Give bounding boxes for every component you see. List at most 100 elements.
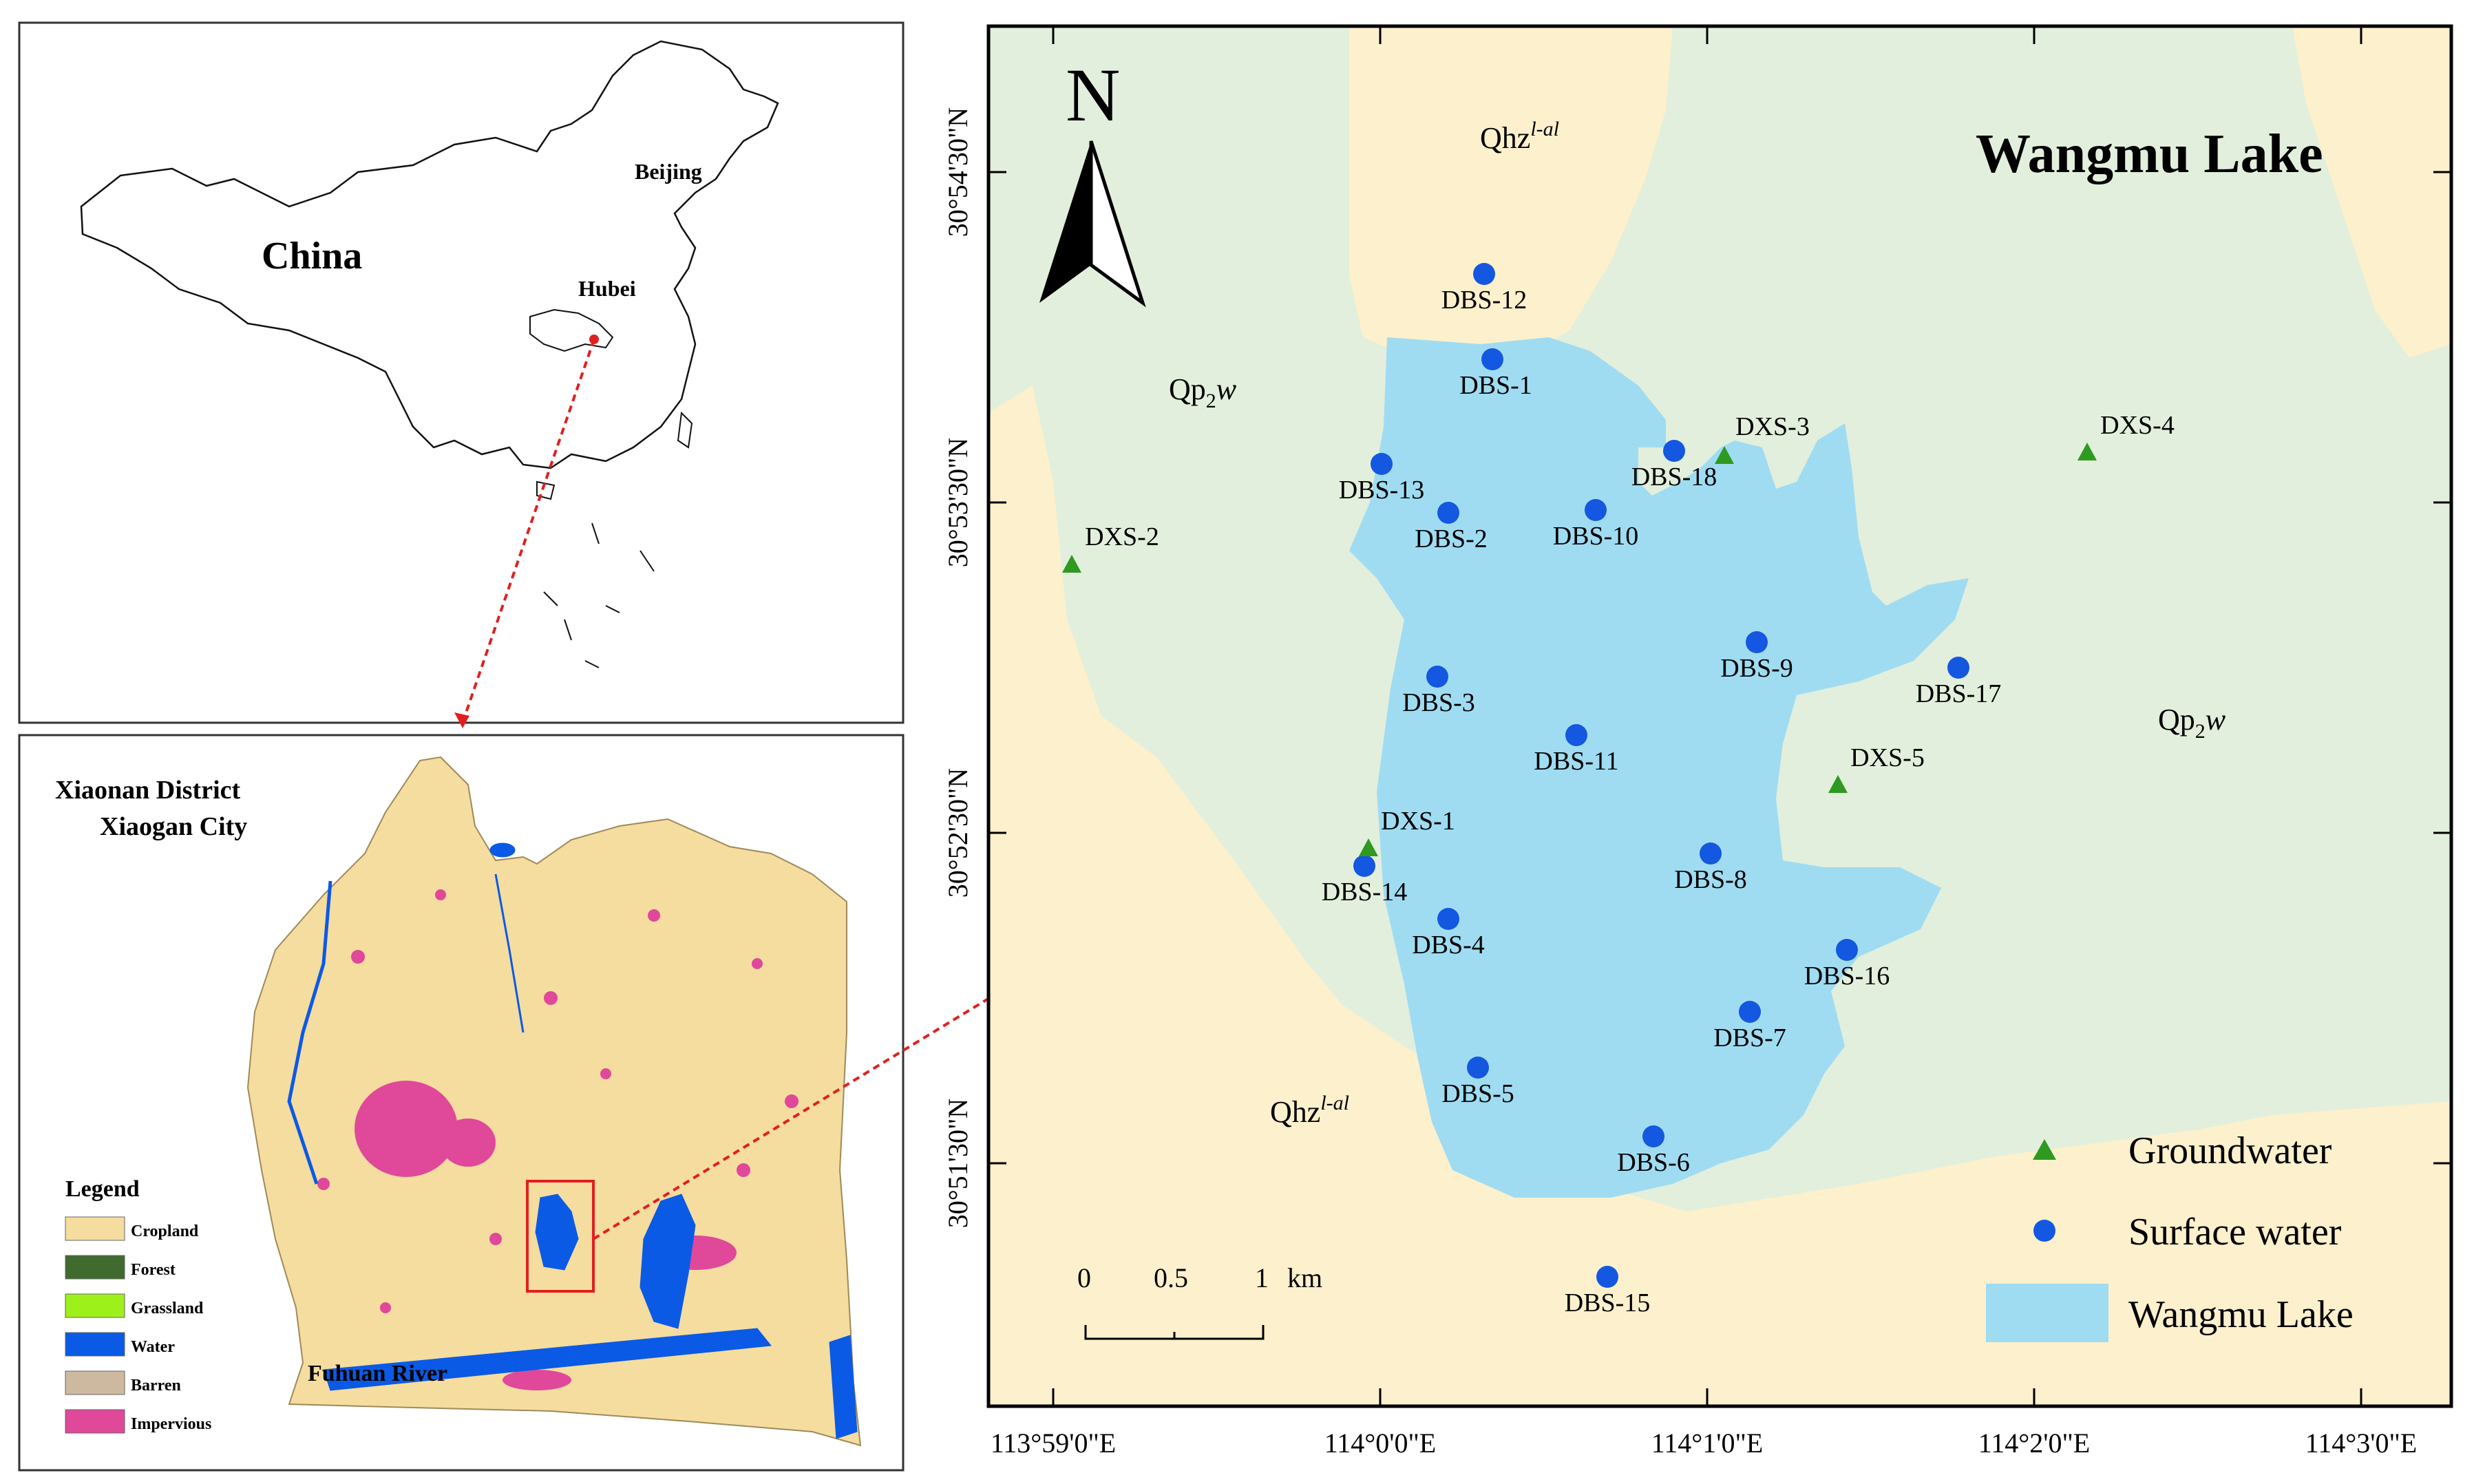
map-title: Wangmu Lake <box>1976 124 2323 184</box>
lon-tick-label: 113°59'0"E <box>991 1428 1116 1459</box>
surface-site-label: DBS-13 <box>1339 476 1425 505</box>
lat-tick-label: 30°51'30"N <box>942 1099 973 1228</box>
surface-site-dbs-7 <box>1739 1001 1761 1023</box>
surface-site-label: DBS-12 <box>1441 286 1527 315</box>
surface-site-dbs-1 <box>1481 348 1503 370</box>
surface-site-dbs-11 <box>1565 724 1587 746</box>
north-arrow-label: N <box>1066 53 1120 137</box>
scale-label-0: 0 <box>1077 1262 1091 1293</box>
surface-site-label: DBS-15 <box>1565 1289 1651 1317</box>
legend-label-grassland: Grassland <box>131 1300 204 1317</box>
legend-swatch-forest <box>65 1255 125 1280</box>
china-label: China <box>262 235 362 277</box>
ground-site-label: DXS-1 <box>1381 807 1455 836</box>
lon-tick-label: 114°2'0"E <box>1978 1428 2090 1459</box>
china-outline <box>80 40 779 469</box>
lon-tick-label: 114°1'0"E <box>1651 1428 1763 1459</box>
surface-site-label: DBS-6 <box>1617 1148 1690 1177</box>
surface-site-label: DBS-8 <box>1674 865 1747 894</box>
taiwan-outline <box>677 411 693 449</box>
qhz-bottom-label: Qhzl-al <box>1270 1092 1349 1129</box>
legend-title: Legend <box>65 1176 140 1202</box>
surface-site-dbs-4 <box>1437 908 1459 930</box>
legend-surface-water-label: Surface water <box>2128 1211 2342 1253</box>
lon-tick-label: 114°0'0"E <box>1324 1428 1436 1459</box>
district-title-line2: Xiaogan City <box>100 812 247 841</box>
legend-swatch-water <box>65 1332 125 1357</box>
legend-lake-label: Wangmu Lake <box>2128 1293 2354 1336</box>
surface-site-dbs-13 <box>1371 453 1393 475</box>
fuhuan-river-label: Fuhuan River <box>308 1361 447 1386</box>
legend-label-impervious: Impervious <box>131 1415 211 1433</box>
ground-site-label: DXS-3 <box>1735 412 1810 441</box>
legend-swatch-barren <box>65 1370 125 1395</box>
geo-unit-labels: Qhzl-al Qhzl-al Qp2w Qp2w <box>1169 118 2226 1129</box>
north-arrow-right-half <box>1089 140 1146 308</box>
surface-site-dbs-3 <box>1426 666 1448 688</box>
surface-site-dbs-18 <box>1663 440 1685 462</box>
surface-site-dbs-12 <box>1473 263 1495 285</box>
main-legend: Groundwater Surface water Wangmu Lake <box>1986 1130 2354 1342</box>
legend-groundwater-symbol <box>2033 1139 2056 1160</box>
surface-site-label: DBS-14 <box>1322 878 1408 907</box>
main-map-panel: 30°54'30"N 30°53'30"N 30°52'30"N 30°51'30"N… <box>942 24 2453 1459</box>
district-title-line1: Xiaonan District <box>55 776 241 805</box>
surface-site-label: DBS-1 <box>1459 371 1532 400</box>
surface-site-dbs-8 <box>1700 842 1722 865</box>
surface-site-label: DBS-9 <box>1720 654 1793 683</box>
surface-site-dbs-5 <box>1467 1057 1489 1079</box>
hubei-label: Hubei <box>578 276 636 301</box>
qhz-right-top-area <box>2292 26 2451 358</box>
ground-site-label: DXS-2 <box>1085 522 1159 551</box>
qp2w-left-label: Qp2w <box>1169 372 1237 412</box>
lat-tick-label: 30°53'30"N <box>942 438 973 567</box>
qhz-top-label: Qhzl-al <box>1480 118 1559 155</box>
surface-site-label: DBS-10 <box>1553 522 1639 551</box>
ground-site-dxs-4 <box>2077 443 2097 460</box>
surface-site-label: DBS-3 <box>1402 688 1475 717</box>
scale-unit: km <box>1287 1262 1322 1293</box>
ground-site-dxs-5 <box>1828 775 1848 793</box>
legend-swatch-impervious <box>65 1409 125 1434</box>
surface-site-label: DBS-4 <box>1412 931 1485 960</box>
south-sea-islands <box>543 522 655 668</box>
arrowhead-china <box>454 712 469 728</box>
surface-site-label: DBS-7 <box>1713 1024 1786 1052</box>
wangmu-lake <box>1349 337 1969 1198</box>
china-inset-panel: China Beijing Hubei <box>18 21 905 724</box>
north-arrow: N <box>1039 53 1146 308</box>
ground-site-label: DXS-5 <box>1850 743 1925 772</box>
legend-swatch-grassland <box>65 1293 125 1318</box>
ground-site-dxs-3 <box>1715 446 1734 464</box>
surface-site-dbs-15 <box>1596 1266 1618 1288</box>
water-bodies <box>287 842 858 1439</box>
qhz-left-strip <box>988 385 1342 1005</box>
scale-label-1: 1 <box>1255 1262 1269 1293</box>
surface-site-label: DBS-5 <box>1441 1079 1514 1108</box>
ground-site-label: DXS-4 <box>2100 411 2175 440</box>
scale-label-half: 0.5 <box>1154 1262 1188 1293</box>
surface-site-label: DBS-2 <box>1415 524 1488 553</box>
legend-label-cropland: Cropland <box>131 1222 199 1240</box>
district-legend: Legend Cropland Forest Grassland Water Barre… <box>65 1176 211 1434</box>
legend-label-forest: Forest <box>131 1261 176 1279</box>
surface-site-dbs-2 <box>1437 502 1459 524</box>
surface-site-label: DBS-18 <box>1631 463 1717 491</box>
beijing-label: Beijing <box>635 159 702 184</box>
surface-site-dbs-6 <box>1642 1125 1664 1147</box>
district-inset-panel: Xiaonan District Xiaogan City Fuhuan Riv… <box>18 734 905 1472</box>
surface-site-dbs-10 <box>1585 499 1607 521</box>
surface-site-dbs-9 <box>1746 631 1768 653</box>
surface-site-dbs-16 <box>1836 939 1858 961</box>
qp2w-right-label: Qp2w <box>2158 703 2226 743</box>
ground-site-dxs-1 <box>1359 838 1378 856</box>
legend-label-water: Water <box>131 1338 175 1356</box>
surface-site-label: DBS-11 <box>1534 747 1618 776</box>
connector-arrows <box>461 339 1347 1240</box>
surface-site-dbs-17 <box>1947 657 1969 679</box>
scale-bar: 0 0.5 1 km <box>1077 1262 1322 1340</box>
lat-tick-label: 30°52'30"N <box>942 768 973 898</box>
lat-tick-label: 30°54'30"N <box>942 107 973 237</box>
surface-site-dbs-14 <box>1353 855 1375 877</box>
study-area-box <box>526 1180 595 1293</box>
